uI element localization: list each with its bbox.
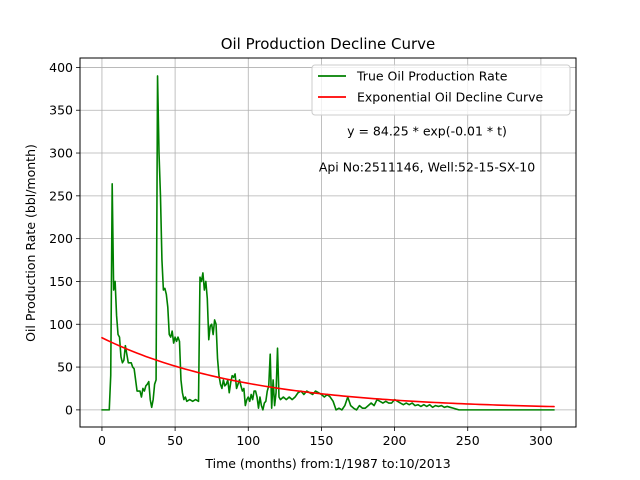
y-tick-label: 100 xyxy=(49,317,73,332)
y-tick-label: 50 xyxy=(57,360,73,375)
series-line-exponential-oil-decline-curve xyxy=(101,336,555,408)
y-tick-label: 0 xyxy=(65,402,73,417)
y-tick-label: 150 xyxy=(49,274,73,289)
x-tick-label: 150 xyxy=(309,433,333,448)
y-axis-label: Oil Production Rate (bbl/month) xyxy=(23,144,38,342)
y-tick-label: 400 xyxy=(49,60,73,75)
x-tick-label: 300 xyxy=(529,433,553,448)
x-axis-label: Time (months) from:1/1987 to:10/2013 xyxy=(204,456,450,471)
x-tick-label: 50 xyxy=(167,433,183,448)
y-tick-label: 250 xyxy=(49,188,73,203)
chart-title: Oil Production Decline Curve xyxy=(221,35,436,53)
x-tick-label: 100 xyxy=(236,433,260,448)
axis-ticks: 0 50 100 150 200 250 300 0 50 100 150 200 250 300 350 4… xyxy=(49,60,553,448)
fit-equation-annotation: y = 84.25 * exp(-0.01 * t) xyxy=(347,124,507,139)
x-tick-label: 250 xyxy=(456,433,480,448)
series-line-true-oil-production-rate xyxy=(101,75,555,411)
y-tick-label: 300 xyxy=(49,146,73,161)
x-tick-label: 0 xyxy=(98,433,106,448)
legend-label-exponential-oil-decline-curve: Exponential Oil Decline Curve xyxy=(357,90,544,105)
legend: True Oil Production Rate Exponential Oil… xyxy=(311,64,571,116)
y-tick-label: 200 xyxy=(49,231,73,246)
x-tick-label: 200 xyxy=(383,433,407,448)
y-tick-label: 350 xyxy=(49,103,73,118)
well-info-annotation: Api No:2511146, Well:52-15-SX-10 xyxy=(319,160,535,175)
legend-label-true-oil-production-rate: True Oil Production Rate xyxy=(356,69,508,84)
series-layer xyxy=(101,75,555,411)
plot-frame xyxy=(79,57,577,428)
legend-box xyxy=(311,64,571,116)
